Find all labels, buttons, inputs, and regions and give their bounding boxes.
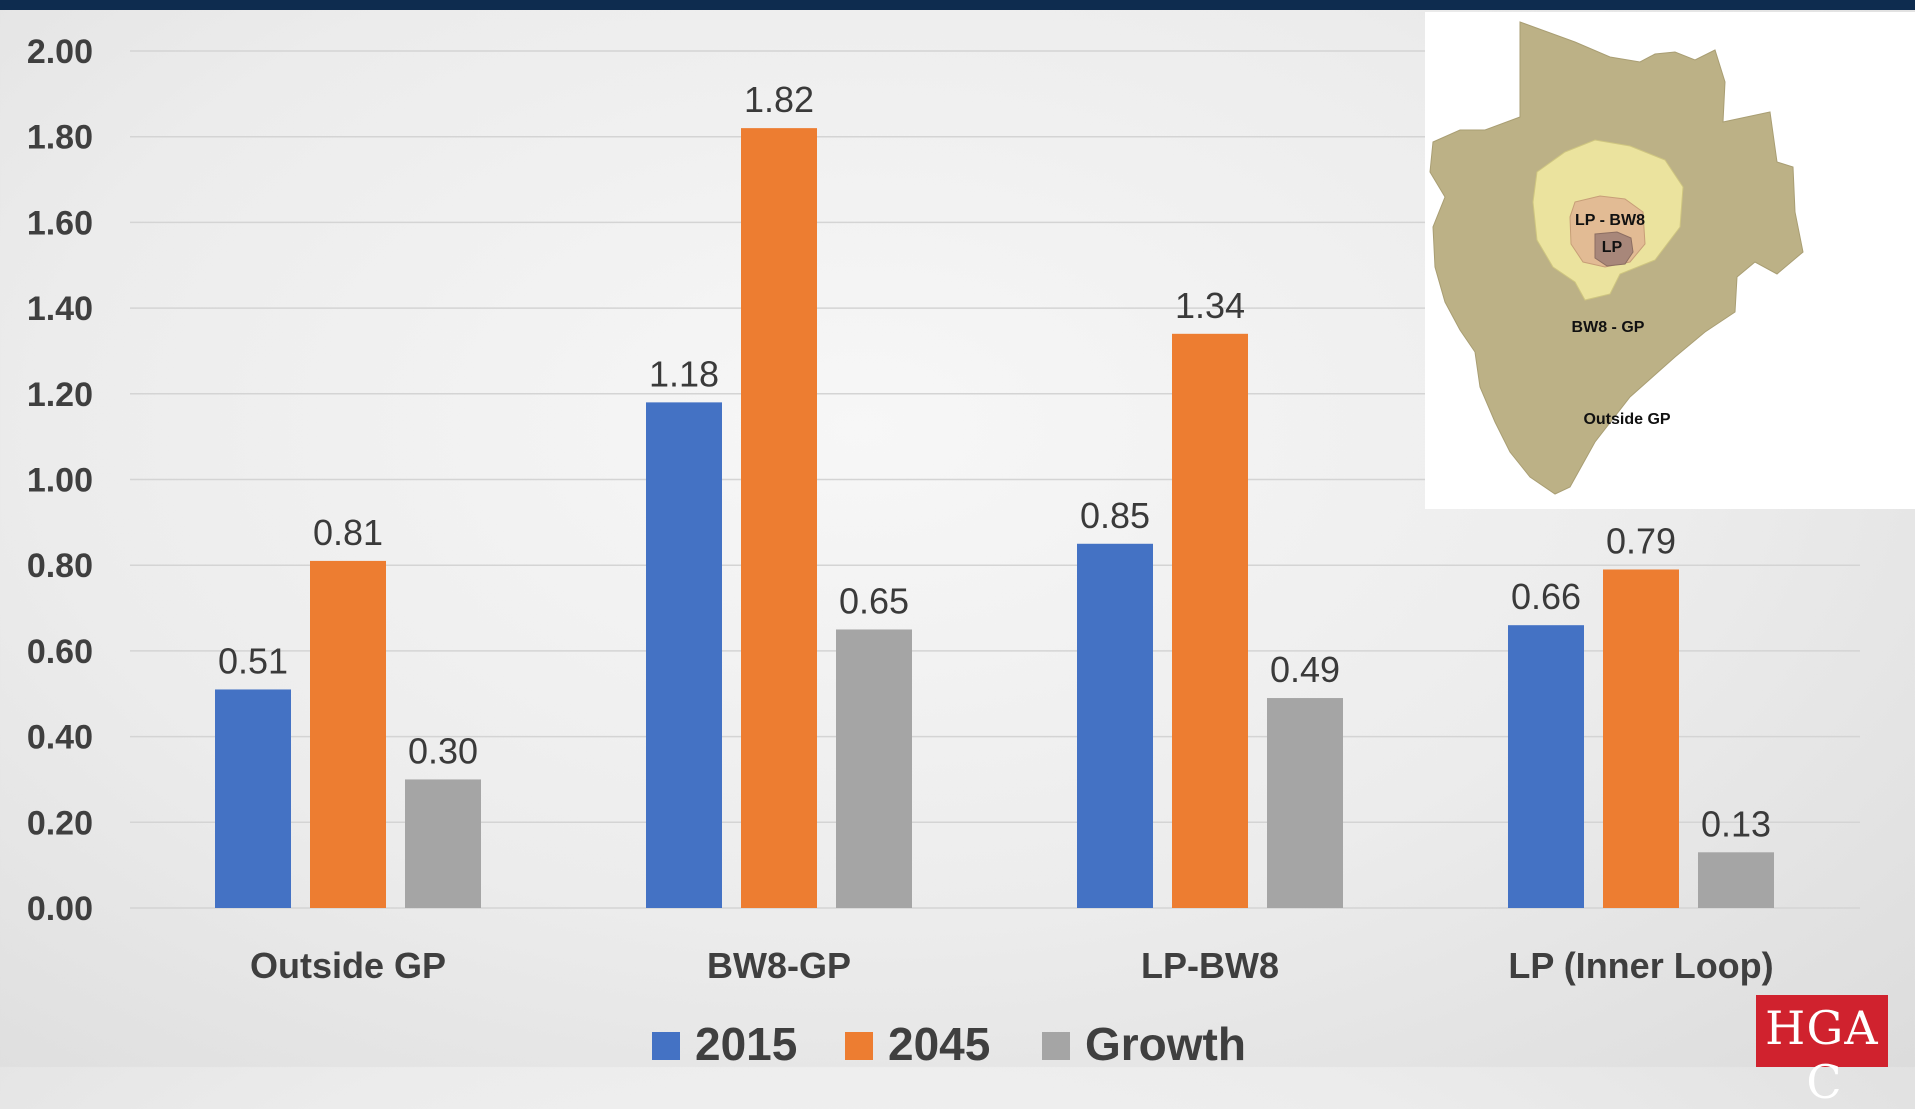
data-label: 0.79 bbox=[1606, 520, 1676, 561]
bar bbox=[215, 689, 291, 908]
bar bbox=[1603, 569, 1679, 908]
legend-label: 2045 bbox=[888, 1018, 990, 1067]
legend-label: Growth bbox=[1085, 1018, 1246, 1067]
data-label: 0.51 bbox=[218, 640, 288, 681]
data-label: 0.81 bbox=[313, 512, 383, 553]
map-label-outside-gp: Outside GP bbox=[1583, 411, 1670, 428]
y-tick-label: 1.20 bbox=[27, 376, 93, 414]
logo-wordmark: H G A C bbox=[1765, 1001, 1883, 1109]
y-tick-label: 0.20 bbox=[27, 804, 93, 842]
top-banner bbox=[0, 0, 1915, 10]
y-tick-label: 0.40 bbox=[27, 719, 93, 757]
y-tick-label: 1.40 bbox=[27, 290, 93, 328]
bar bbox=[1698, 852, 1774, 908]
data-label: 0.30 bbox=[408, 730, 478, 771]
y-tick-label: 1.80 bbox=[27, 119, 93, 157]
bar bbox=[1077, 543, 1153, 908]
x-tick-label: LP-BW8 bbox=[1141, 945, 1279, 986]
data-label: 0.49 bbox=[1270, 649, 1340, 690]
map-label-lp-bw8: LP - BW8 bbox=[1575, 212, 1645, 229]
y-tick-label: 0.80 bbox=[27, 547, 93, 585]
y-tick-label: 1.00 bbox=[27, 462, 93, 500]
data-label: 1.18 bbox=[649, 353, 719, 394]
bar bbox=[1172, 333, 1248, 908]
y-tick-label: 2.00 bbox=[27, 33, 93, 71]
bar bbox=[646, 402, 722, 908]
data-label: 0.66 bbox=[1511, 576, 1581, 617]
hgac-logo: H G A C bbox=[1756, 995, 1888, 1109]
legend-swatch bbox=[652, 1032, 680, 1060]
region-map-inset: LP - BW8 LP BW8 - GP Outside GP bbox=[1425, 12, 1915, 509]
lp-region bbox=[1594, 231, 1634, 267]
data-label: 0.85 bbox=[1080, 495, 1150, 536]
x-tick-label: BW8-GP bbox=[707, 945, 851, 986]
legend-swatch bbox=[845, 1032, 873, 1060]
bar bbox=[1508, 625, 1584, 908]
data-label: 1.82 bbox=[744, 79, 814, 120]
bar-chart: 0.00 0.20 0.40 0.60 0.80 1.00 1.20 1.40 1.60 1.80… bbox=[27, 33, 1860, 1067]
x-tick-label: Outside GP bbox=[250, 945, 446, 986]
data-label: 0.65 bbox=[839, 580, 909, 621]
map-label-lp: LP bbox=[1602, 239, 1623, 256]
y-tick-label: 0.00 bbox=[27, 890, 93, 928]
bar bbox=[1267, 698, 1343, 908]
legend-swatch bbox=[1042, 1032, 1070, 1060]
legend-label: 2015 bbox=[695, 1018, 797, 1067]
y-tick-label: 1.60 bbox=[27, 204, 93, 242]
data-label: 0.13 bbox=[1701, 803, 1771, 844]
bar bbox=[836, 629, 912, 908]
map-label-bw8-gp: BW8 - GP bbox=[1572, 319, 1645, 336]
data-label: 1.34 bbox=[1175, 285, 1245, 326]
y-tick-label: 0.60 bbox=[27, 633, 93, 671]
bar bbox=[405, 779, 481, 908]
x-tick-label: LP (Inner Loop) bbox=[1508, 945, 1773, 986]
bar bbox=[310, 560, 386, 908]
bar bbox=[741, 128, 817, 908]
